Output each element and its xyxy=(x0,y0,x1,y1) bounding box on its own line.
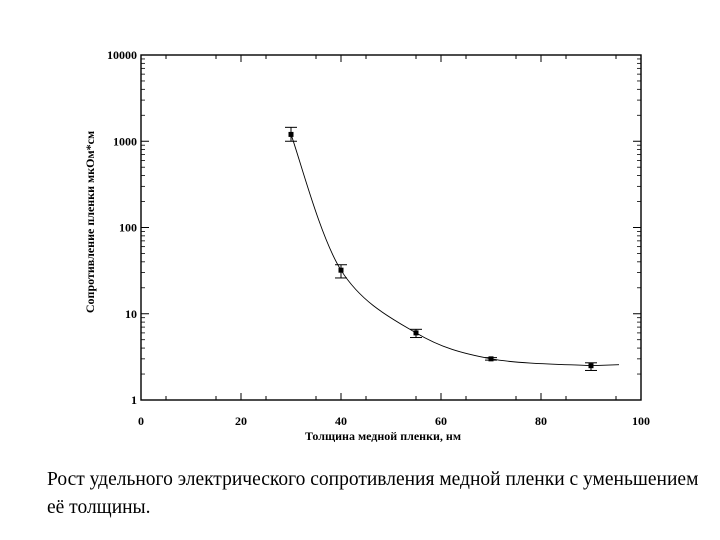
data-points xyxy=(285,126,597,371)
y-tick-label: 1000 xyxy=(113,134,137,148)
data-point xyxy=(288,131,294,137)
plot-frame xyxy=(140,54,642,401)
x-tick-label: 80 xyxy=(535,414,547,428)
data-point xyxy=(488,356,494,362)
x-tick-label: 0 xyxy=(138,414,144,428)
y-tick-label: 100 xyxy=(119,221,137,235)
y-axis-title: Сопротивление пленки мкОм*см xyxy=(83,131,97,313)
y-tick-labels: 1 10 100 1000 10000 xyxy=(107,48,137,407)
axis-ticks xyxy=(140,54,642,401)
y-tick-label: 10000 xyxy=(107,48,137,62)
y-tick-label: 10 xyxy=(125,307,137,321)
y-tick-label: 1 xyxy=(131,393,137,407)
x-axis-title: Толщина медной пленки, нм xyxy=(305,429,461,443)
x-tick-label: 40 xyxy=(335,414,347,428)
data-point xyxy=(588,363,594,369)
data-point xyxy=(413,330,419,336)
resistance-chart: 0 20 40 60 80 100 1 10 100 1000 10000 Толщина мед… xyxy=(83,48,650,443)
data-point xyxy=(338,267,344,273)
x-tick-labels: 0 20 40 60 80 100 xyxy=(138,414,650,428)
x-tick-label: 20 xyxy=(235,414,247,428)
x-tick-label: 100 xyxy=(632,414,650,428)
x-tick-label: 60 xyxy=(435,414,447,428)
slide-caption: Рост удельного электрического сопротивле… xyxy=(47,469,699,518)
series-line xyxy=(290,134,620,367)
